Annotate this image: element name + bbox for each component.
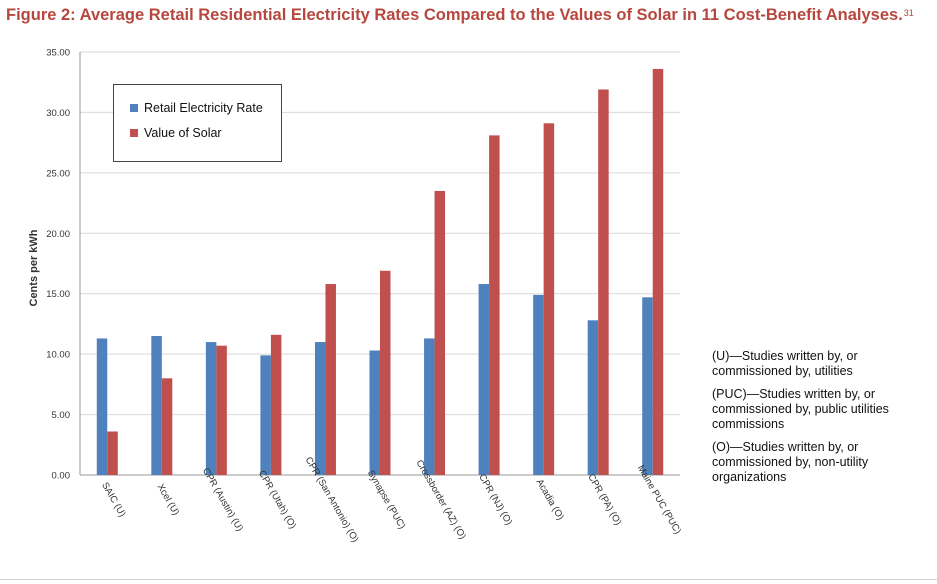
x-tick-label: SAIC (U): [99, 481, 128, 519]
y-tick-label: 25.00: [46, 168, 70, 179]
x-tick-label: Acadia (O): [534, 477, 566, 522]
bar-solar: [434, 190, 446, 475]
legend-label-solar: Value of Solar: [144, 126, 222, 140]
bar-solar: [489, 135, 500, 476]
legend-swatch-solar: [130, 129, 138, 137]
x-tick-label: CPR (Austin) (U): [200, 466, 245, 533]
bar-retail: [151, 336, 162, 475]
bar-retail: [96, 338, 108, 475]
note-non-utility: (O)—Studies written by, or commissioned …: [712, 440, 869, 484]
x-tick-label: Xcel (U): [155, 482, 182, 517]
y-tick-label: 5.00: [52, 410, 71, 421]
bar-solar: [543, 123, 555, 475]
legend-label-retail: Retail Electricity Rate: [144, 101, 263, 115]
bar-solar: [270, 334, 282, 475]
chart-title: Figure 2: Average Retail Residential Ele…: [6, 6, 914, 24]
y-tick-label: 15.00: [46, 289, 70, 300]
bar-retail: [642, 297, 653, 475]
bar-solar: [652, 68, 664, 476]
bar-retail: [260, 355, 271, 475]
bar-solar: [598, 89, 609, 476]
y-axis-label: Cents per kWh: [28, 229, 40, 306]
bar-solar: [161, 378, 173, 475]
x-tick-label: Synapse (PUC): [365, 468, 408, 531]
bar-retail: [478, 284, 490, 475]
note-utilities: (U)—Studies written by, or commissioned …: [712, 349, 858, 378]
bar-retail: [424, 338, 435, 475]
bottom-rule: [0, 579, 937, 580]
bar-solar: [216, 345, 227, 475]
y-tick-label: 30.00: [46, 108, 70, 119]
legend-item-solar: Value of Solar: [130, 126, 222, 140]
bar-retail: [369, 350, 380, 475]
legend: Retail Electricity Rate Value of Solar: [113, 84, 282, 162]
bar-solar: [107, 431, 118, 475]
bar-retail: [587, 320, 599, 475]
note-puc: (PUC)—Studies written by, or commissione…: [712, 387, 889, 431]
legend-swatch-retail: [130, 104, 138, 112]
bar-retail: [314, 342, 326, 475]
title-footnote-ref: 31: [903, 8, 914, 18]
bar-solar: [380, 270, 391, 475]
y-tick-label: 20.00: [46, 229, 70, 240]
legend-item-retail: Retail Electricity Rate: [130, 101, 263, 115]
y-tick-label: 0.00: [52, 471, 71, 482]
bar-solar: [325, 284, 336, 475]
y-tick-label: 35.00: [46, 48, 70, 59]
x-tick-label: CPR (PA) (O): [585, 472, 623, 527]
bar-retail: [205, 342, 217, 475]
x-tick-label: CPR (NJ) (O): [476, 472, 514, 527]
x-tick-label: CPR (Utah) (O): [256, 469, 298, 531]
bars: [96, 68, 664, 476]
bar-retail: [533, 294, 544, 475]
y-tick-labels: 0.00 5.00 10.00 15.00 20.00 25.00 30.00 35.00: [46, 48, 70, 482]
y-tick-label: 10.00: [46, 350, 70, 361]
